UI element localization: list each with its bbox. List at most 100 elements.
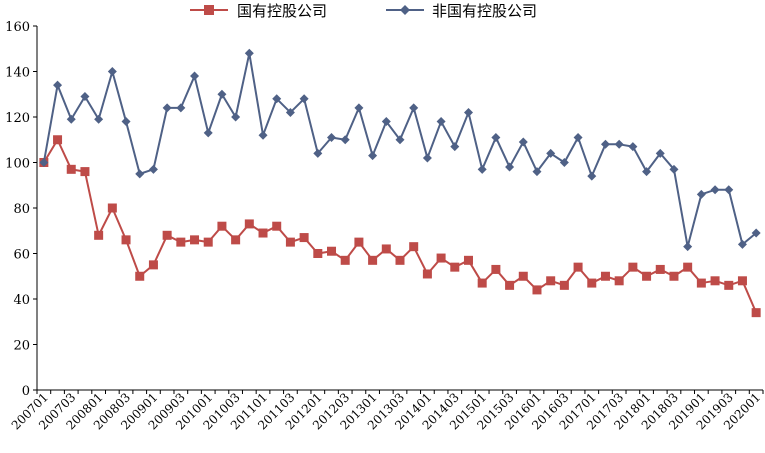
data-point bbox=[313, 249, 323, 258]
data-point bbox=[532, 167, 542, 177]
x-ticks: 2007012007032008012008032009012009032010… bbox=[9, 390, 764, 433]
y-tick-label: 120 bbox=[5, 111, 30, 126]
data-point bbox=[655, 148, 665, 158]
y-tick-label: 100 bbox=[5, 157, 30, 172]
data-point bbox=[190, 235, 200, 245]
legend-marker-diamond-icon bbox=[400, 5, 410, 15]
data-point bbox=[299, 94, 309, 104]
y-tick-label: 60 bbox=[13, 248, 30, 263]
data-point bbox=[39, 158, 49, 167]
data-point bbox=[587, 278, 597, 288]
data-point bbox=[272, 221, 282, 231]
data-point bbox=[162, 103, 172, 113]
y-ticks: 0 20 40 60 80 100 120 140 160 bbox=[5, 20, 37, 399]
data-point bbox=[491, 132, 501, 142]
data-point bbox=[231, 235, 241, 245]
data-point bbox=[258, 130, 268, 140]
data-point bbox=[53, 80, 63, 90]
legend-marker-square-icon bbox=[204, 5, 214, 15]
legend-item-non-state-owned: 非国有控股公司 bbox=[386, 2, 537, 20]
data-point bbox=[148, 164, 158, 174]
data-point bbox=[477, 278, 487, 288]
data-point bbox=[313, 148, 323, 158]
data-point bbox=[710, 276, 720, 286]
data-point bbox=[285, 107, 295, 117]
data-point bbox=[573, 262, 583, 272]
data-point bbox=[505, 162, 515, 172]
data-point bbox=[107, 203, 117, 213]
legend-label-state-owned: 国有控股公司 bbox=[237, 2, 327, 20]
data-point bbox=[683, 242, 693, 252]
data-point bbox=[94, 230, 104, 240]
legend: 国有控股公司 非国有控股公司 bbox=[190, 2, 537, 20]
data-point bbox=[190, 71, 200, 81]
data-point bbox=[683, 262, 693, 272]
data-point bbox=[327, 132, 337, 142]
data-point bbox=[422, 269, 432, 279]
data-point bbox=[217, 89, 227, 99]
y-tick-label: 80 bbox=[13, 202, 30, 217]
data-point bbox=[587, 171, 597, 181]
data-point bbox=[135, 169, 145, 179]
data-point bbox=[203, 237, 213, 247]
data-point bbox=[450, 262, 460, 272]
data-point bbox=[299, 233, 309, 243]
data-point bbox=[244, 219, 254, 229]
data-point bbox=[272, 94, 282, 104]
data-point bbox=[409, 103, 419, 113]
data-point bbox=[436, 117, 446, 127]
data-point bbox=[148, 260, 158, 270]
data-point bbox=[642, 167, 652, 177]
data-point bbox=[354, 103, 364, 113]
data-point bbox=[532, 285, 542, 295]
data-point bbox=[477, 164, 487, 174]
data-point bbox=[600, 271, 610, 281]
data-point bbox=[642, 271, 652, 281]
data-point bbox=[381, 244, 391, 254]
data-point bbox=[258, 228, 268, 238]
legend-item-state-owned: 国有控股公司 bbox=[190, 2, 327, 20]
data-point bbox=[614, 139, 624, 149]
data-point bbox=[176, 237, 186, 247]
data-point bbox=[436, 253, 446, 263]
data-point bbox=[696, 278, 706, 288]
data-point bbox=[737, 276, 747, 286]
data-point bbox=[724, 185, 734, 195]
data-point bbox=[340, 135, 350, 145]
data-point bbox=[66, 164, 76, 174]
data-point bbox=[354, 237, 364, 247]
data-point bbox=[546, 148, 556, 158]
data-point bbox=[655, 264, 665, 274]
data-point bbox=[94, 114, 104, 124]
data-point bbox=[121, 117, 131, 127]
data-point bbox=[696, 189, 706, 199]
data-point bbox=[463, 107, 473, 117]
data-point bbox=[395, 135, 405, 145]
data-point bbox=[135, 271, 145, 281]
data-point bbox=[107, 67, 117, 76]
series-line-1 bbox=[42, 52, 757, 248]
data-point bbox=[231, 112, 241, 122]
y-tick-label: 40 bbox=[13, 293, 30, 308]
data-point bbox=[80, 92, 90, 102]
data-point bbox=[395, 255, 405, 265]
data-point bbox=[518, 271, 528, 281]
y-tick-label: 0 bbox=[22, 384, 30, 399]
data-point bbox=[409, 242, 419, 252]
data-point bbox=[176, 103, 186, 113]
data-point bbox=[669, 164, 679, 174]
data-point bbox=[614, 276, 624, 286]
data-point bbox=[422, 153, 432, 163]
data-point bbox=[628, 142, 638, 152]
data-point bbox=[546, 276, 556, 286]
data-point bbox=[121, 235, 131, 245]
series-1 bbox=[39, 48, 761, 252]
data-point bbox=[628, 262, 638, 272]
data-point bbox=[381, 117, 391, 127]
data-point bbox=[368, 151, 378, 161]
data-point bbox=[53, 135, 63, 145]
data-point bbox=[737, 239, 747, 249]
data-point bbox=[724, 280, 734, 290]
y-tick-label: 20 bbox=[13, 339, 30, 354]
